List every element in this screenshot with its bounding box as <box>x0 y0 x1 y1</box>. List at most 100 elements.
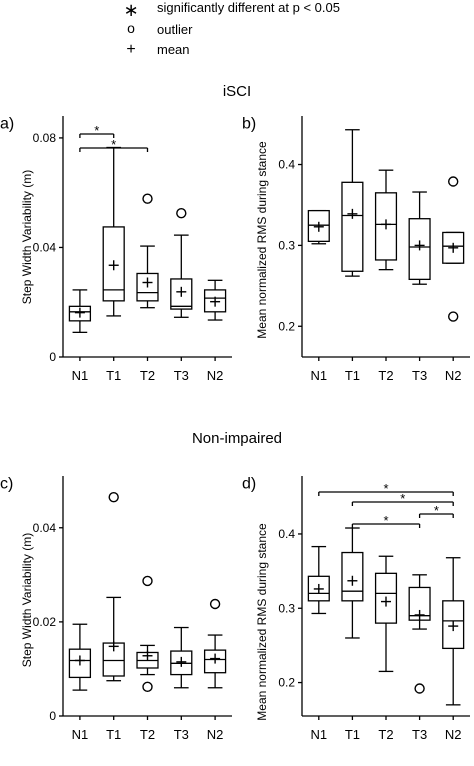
y-tick-label: 0.02 <box>33 615 57 629</box>
significance-star: * <box>383 481 388 496</box>
legend-symbol-mean: + <box>126 41 135 58</box>
mean-marker <box>448 242 459 253</box>
panel-label: c) <box>0 475 13 492</box>
x-tick-label: N2 <box>445 368 462 383</box>
outlier-marker <box>176 208 187 219</box>
mean-marker <box>448 621 459 632</box>
panel-label: a) <box>0 115 14 132</box>
box-t2 <box>374 555 398 673</box>
outlier-marker <box>142 193 153 204</box>
significance-bracket: * <box>418 503 454 518</box>
x-tick-label: T2 <box>140 727 155 742</box>
box-n1 <box>68 289 92 334</box>
significance-star: * <box>94 123 99 138</box>
x-tick-label: T3 <box>412 368 427 383</box>
box-n2 <box>203 598 227 689</box>
box-t3 <box>408 574 431 694</box>
y-tick-label: 0.2 <box>278 319 295 333</box>
box-n1 <box>307 545 330 615</box>
box-n1 <box>68 623 92 691</box>
box-t1 <box>102 491 125 682</box>
y-tick-label: 0.4 <box>278 527 295 541</box>
mean-marker <box>414 609 425 620</box>
significance-bracket: * <box>79 123 115 138</box>
box-n2 <box>442 176 465 322</box>
y-axis-label: Step Width Variability (m) <box>20 170 34 304</box>
mean-marker <box>381 219 391 230</box>
outlier-marker <box>448 311 459 322</box>
x-tick-label: T1 <box>345 368 360 383</box>
y-tick-label: 0.04 <box>33 521 57 535</box>
legend-symbol-significance: ∗ <box>123 0 138 20</box>
box-t3 <box>170 208 193 318</box>
y-tick-label: 0.2 <box>278 676 295 690</box>
mean-marker <box>414 240 425 251</box>
x-tick-label: T1 <box>106 368 121 383</box>
x-tick-label: N2 <box>207 727 224 742</box>
x-tick-label: T2 <box>378 727 393 742</box>
significance-bracket: * <box>351 513 421 528</box>
y-tick-label: 0 <box>49 709 56 723</box>
panel-a: a) 0 0.04 0.08 Step Width Variability (m) N1 T… <box>0 115 232 383</box>
box-t2 <box>136 193 159 309</box>
y-axis-label: Mean normalized RMS during stance <box>255 523 269 721</box>
x-tick-label: N1 <box>310 368 327 383</box>
x-tick-label: T3 <box>174 368 189 383</box>
heading-non-impaired: Non-impaired <box>192 430 282 447</box>
x-tick-label: T1 <box>345 727 360 742</box>
x-tick-label: N2 <box>445 727 462 742</box>
y-tick-label: 0.3 <box>278 601 295 615</box>
heading-isci: iSCI <box>223 83 251 100</box>
box-t2 <box>136 575 159 693</box>
box-n2 <box>442 557 465 706</box>
mean-marker <box>108 260 119 271</box>
panel-label: b) <box>242 115 256 132</box>
x-tick-label: T2 <box>140 368 155 383</box>
outlier-marker <box>142 575 153 587</box>
x-tick-label: T3 <box>174 727 189 742</box>
y-tick-label: 0.08 <box>33 131 57 145</box>
significance-star: * <box>111 137 116 152</box>
x-tick-label: T1 <box>106 727 121 742</box>
mean-marker <box>347 575 358 586</box>
x-tick-label: N1 <box>72 368 89 383</box>
legend: ∗ significantly different at p < 0.05 o … <box>123 0 340 58</box>
box-t1 <box>341 129 364 277</box>
box-n2 <box>203 279 227 321</box>
box-t1 <box>341 527 364 639</box>
mean-marker <box>108 641 119 652</box>
y-tick-label: 0 <box>49 350 56 364</box>
mean-marker <box>176 656 187 667</box>
mean-marker <box>347 208 358 219</box>
box-t2 <box>374 169 398 271</box>
legend-label-mean: mean <box>157 42 190 57</box>
significance-star: * <box>434 503 439 518</box>
mean-marker <box>142 277 153 288</box>
box-t1 <box>102 146 125 317</box>
box-n1 <box>307 209 330 245</box>
mean-marker <box>176 286 187 297</box>
outlier-marker <box>414 683 425 694</box>
x-tick-label: N2 <box>207 368 224 383</box>
outlier-marker <box>448 176 459 187</box>
mean-marker <box>313 221 324 232</box>
y-tick-label: 0.4 <box>278 158 295 172</box>
box-iqr <box>341 181 364 272</box>
legend-symbol-outlier: o <box>127 20 135 36</box>
x-tick-label: T2 <box>378 368 393 383</box>
y-axis-label: Step Width Variability (m) <box>20 533 34 667</box>
box-t3 <box>170 626 193 689</box>
outlier-marker <box>142 681 153 693</box>
mean-marker <box>142 650 153 661</box>
panel-label: d) <box>242 475 256 492</box>
y-tick-label: 0.3 <box>278 238 295 252</box>
significance-star: * <box>383 513 388 528</box>
panel-d: d) 0.2 0.3 0.4 Mean normalized RMS during st… <box>242 475 470 742</box>
legend-label-significance: significantly different at p < 0.05 <box>157 0 340 15</box>
y-axis-label: Mean normalized RMS during stance <box>255 141 269 339</box>
significance-bracket: * <box>318 481 454 496</box>
legend-label-outlier: outlier <box>157 22 193 37</box>
outlier-marker <box>108 491 119 503</box>
x-tick-label: N1 <box>310 727 327 742</box>
